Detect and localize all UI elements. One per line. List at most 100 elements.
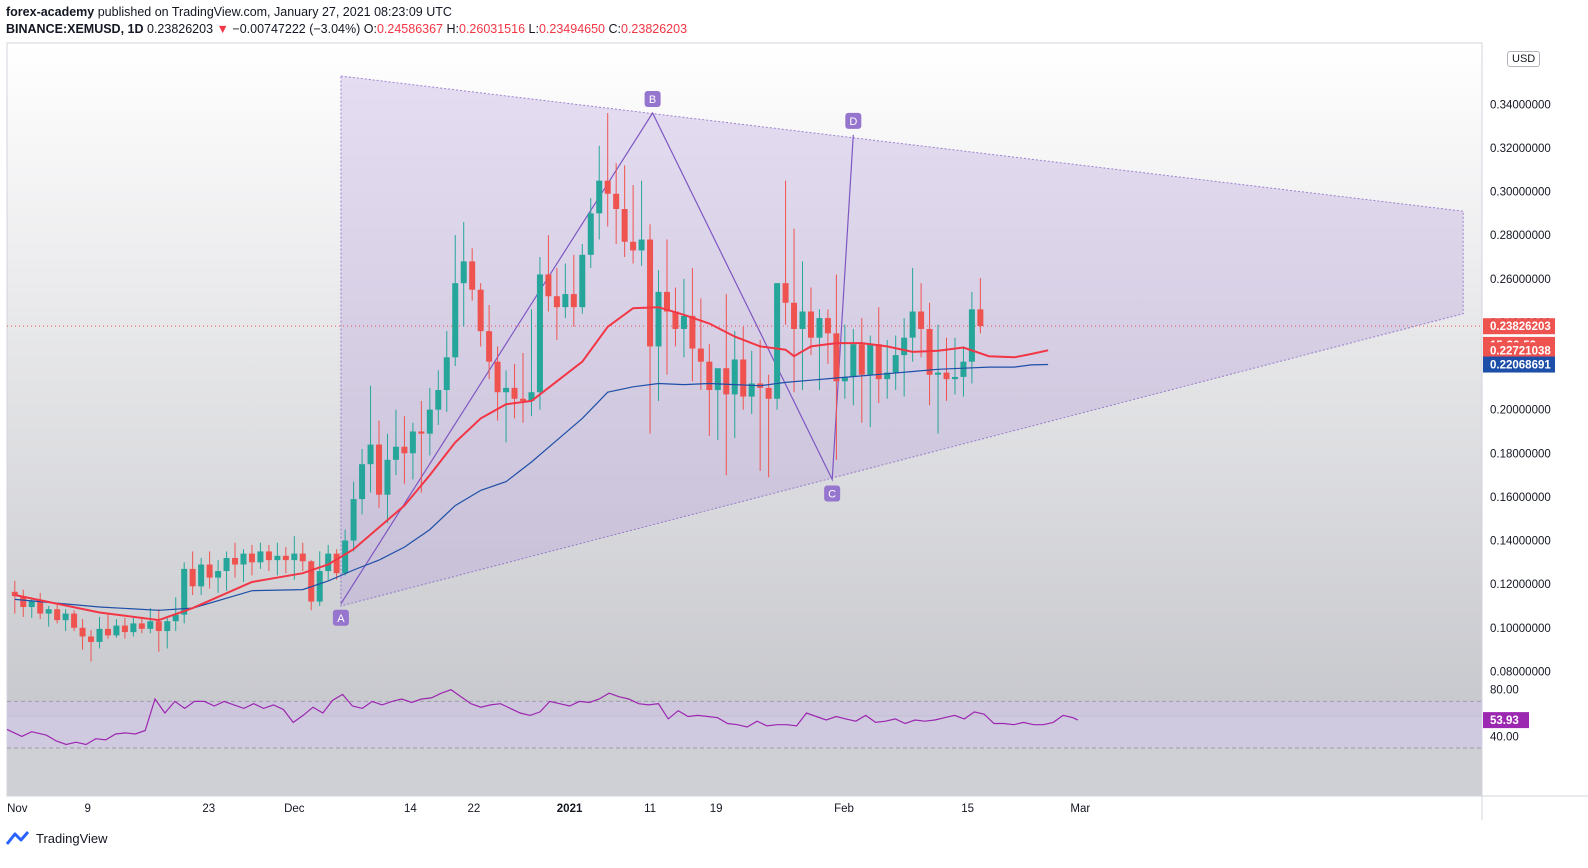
candle-body xyxy=(850,344,857,377)
candle-body xyxy=(443,357,450,391)
candle-body xyxy=(630,241,637,251)
price-axis-label: 0.23826203 xyxy=(1490,321,1551,333)
time-tick-label: 9 xyxy=(84,803,90,815)
candle-body xyxy=(960,361,967,377)
candle-body xyxy=(316,571,323,602)
candle-body xyxy=(621,209,628,242)
candle-body xyxy=(215,571,222,578)
rsi-current-box xyxy=(1483,712,1529,729)
pattern-point-badge xyxy=(332,609,349,626)
candle-body xyxy=(799,311,806,329)
candle-body xyxy=(291,553,298,561)
candle-body xyxy=(494,361,501,393)
candle-body xyxy=(714,368,721,391)
candle-body xyxy=(79,627,86,637)
candle-body xyxy=(858,344,865,375)
candle-body xyxy=(333,553,340,574)
candle-body xyxy=(206,564,213,578)
candle-body xyxy=(740,359,747,397)
rsi-line xyxy=(6,689,1079,746)
candle-body xyxy=(71,613,78,628)
time-tick-label: Mar xyxy=(1070,803,1090,815)
currency-badge[interactable]: USD xyxy=(1507,51,1541,67)
pattern-point-badge xyxy=(845,112,862,129)
candle-body xyxy=(765,387,772,399)
tradingview-brand[interactable]: TradingView xyxy=(36,830,108,846)
symbol-name[interactable]: BINANCE:XEMUSD, 1D xyxy=(6,22,144,36)
time-tick-label: Nov xyxy=(7,803,28,815)
price-tick-label: 0.28000000 xyxy=(1490,230,1551,242)
candle-body xyxy=(672,311,679,329)
tradingview-logo-icon xyxy=(6,831,30,845)
candle-body xyxy=(520,398,526,401)
candle-body xyxy=(604,180,611,194)
candle-body xyxy=(384,459,391,495)
candle-body xyxy=(342,540,349,574)
candle-body xyxy=(841,376,848,382)
candle-body xyxy=(28,600,35,608)
candle-body xyxy=(816,318,823,338)
candle-body xyxy=(37,600,44,614)
publication-info: forex-academy published on TradingView.c… xyxy=(6,5,452,19)
candle-body xyxy=(155,621,162,632)
candle-body xyxy=(376,444,383,495)
candle-body xyxy=(935,372,942,375)
price-change: −0.00747222 (−3.04%) xyxy=(232,22,361,36)
candle-body xyxy=(350,499,357,541)
candle-body xyxy=(113,625,120,636)
abcd-pattern-line xyxy=(340,111,854,605)
time-tick-label: Feb xyxy=(834,803,854,815)
candle-body xyxy=(282,555,289,561)
price-tick-label: 0.10000000 xyxy=(1490,623,1551,635)
pattern-point-label-c: C xyxy=(828,488,836,500)
price-tick-label: 0.26000000 xyxy=(1490,274,1551,286)
candle-body xyxy=(147,621,154,629)
candle-body xyxy=(452,283,459,358)
candle-body xyxy=(96,628,103,642)
author-name[interactable]: forex-academy xyxy=(6,5,95,19)
price-tick-label: 0.20000000 xyxy=(1490,405,1551,417)
candle-body xyxy=(54,609,61,621)
pattern-point-label-a: A xyxy=(337,613,345,625)
candle-body xyxy=(299,553,306,562)
low-label: L: xyxy=(528,22,539,36)
candle-body xyxy=(655,291,662,347)
candle-body xyxy=(977,309,984,327)
candle-body xyxy=(265,551,272,561)
price-tick-label: 0.16000000 xyxy=(1490,492,1551,504)
candle-body xyxy=(689,315,696,349)
time-tick-label: 14 xyxy=(404,803,417,815)
candle-body xyxy=(647,239,654,347)
candle-body xyxy=(401,446,408,454)
candle-body xyxy=(901,337,908,356)
candle-body xyxy=(418,431,425,434)
candle-body xyxy=(807,311,814,338)
candle-body xyxy=(359,464,366,500)
pattern-point-label-b: B xyxy=(649,94,656,106)
candle-body xyxy=(706,361,713,391)
close-label: C: xyxy=(608,22,622,36)
published-text: published on TradingView.com, January 27… xyxy=(97,5,452,19)
candle-body xyxy=(570,294,577,308)
symbol-legend: BINANCE:XEMUSD, 1D 0.23826203 ▼ −0.00747… xyxy=(6,22,687,36)
candle-body xyxy=(968,309,975,362)
price-tick-label: 0.08000000 xyxy=(1490,666,1551,678)
price-tick-label: 0.12000000 xyxy=(1490,579,1551,591)
candle-body xyxy=(782,283,789,303)
candle-body xyxy=(367,444,374,465)
candle-body xyxy=(409,431,416,454)
candle-body xyxy=(426,409,433,434)
candle-body xyxy=(257,551,264,563)
pattern-point-badge xyxy=(644,91,661,108)
candle-body xyxy=(189,568,196,587)
ema-fast-line xyxy=(14,306,1049,622)
price-tick-label: 0.32000000 xyxy=(1490,143,1551,155)
candle-body xyxy=(503,387,510,393)
candle-body xyxy=(528,392,535,401)
candle-body xyxy=(774,283,781,399)
candle-body xyxy=(138,623,145,629)
candle-body xyxy=(587,213,594,255)
candle-body xyxy=(697,348,704,362)
candle-body xyxy=(232,557,239,565)
